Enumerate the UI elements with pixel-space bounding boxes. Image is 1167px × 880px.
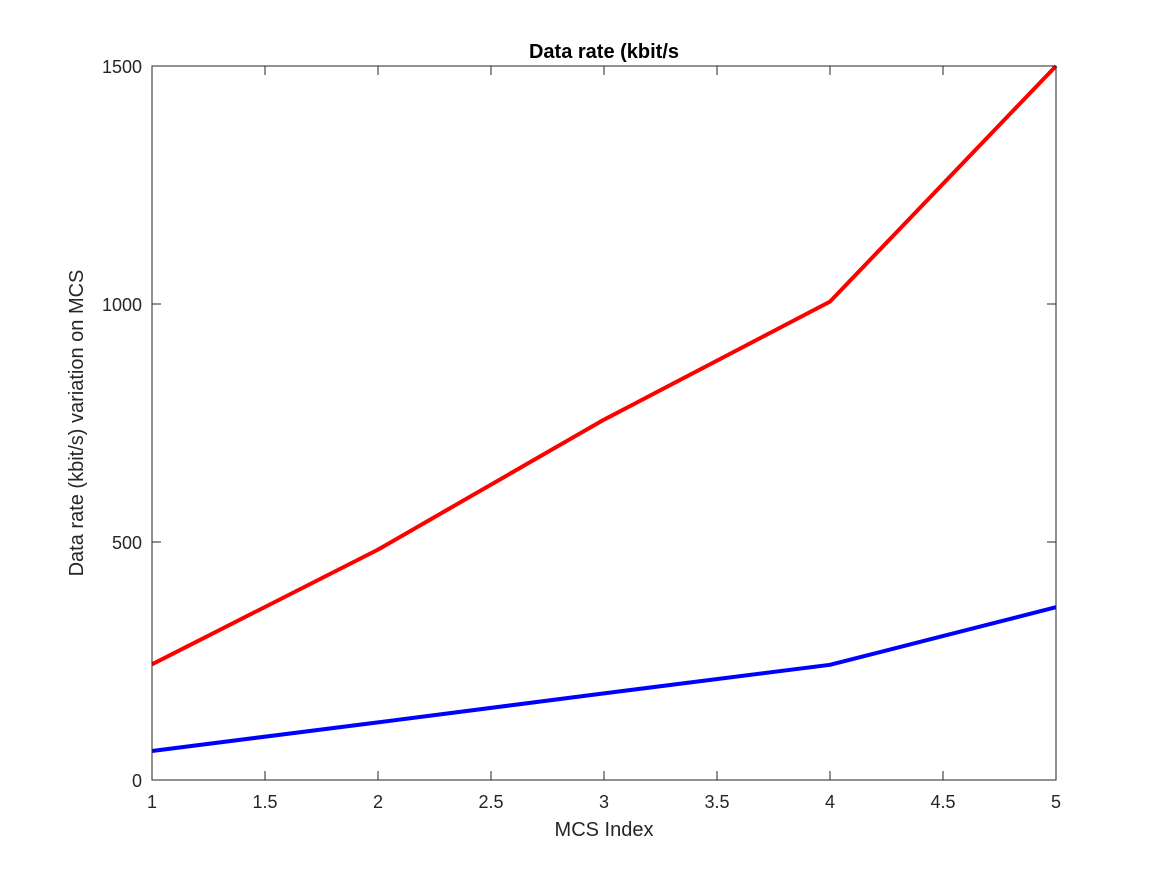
chart-title: Data rate (kbit/s bbox=[529, 41, 679, 63]
x-tick-label: 3 bbox=[599, 792, 609, 812]
series-line-2 bbox=[151, 605, 1057, 753]
y-tick-label: 1000 bbox=[102, 295, 142, 315]
plot-area bbox=[152, 66, 1056, 780]
x-tick-label: 2 bbox=[373, 792, 383, 812]
series-line-1 bbox=[151, 64, 1058, 667]
x-tick-label: 3.5 bbox=[704, 792, 729, 812]
y-tick-label: 1500 bbox=[102, 57, 142, 77]
x-tick-label: 1.5 bbox=[252, 792, 277, 812]
y-tick-label: 500 bbox=[112, 533, 142, 553]
y-axis-label: Data rate (kbit/s) variation on MCS bbox=[66, 270, 88, 577]
y-tick-label: 0 bbox=[132, 771, 142, 791]
x-tick-label: 5 bbox=[1051, 792, 1061, 812]
x-tick-label: 1 bbox=[147, 792, 157, 812]
tick-layer: 1 1.5 2 2.5 3 3.5 4 4.5 5 0 500 1000 1500 bbox=[102, 57, 1061, 812]
x-tick-label: 2.5 bbox=[478, 792, 503, 812]
series-layer bbox=[151, 64, 1058, 753]
x-axis-label: MCS Index bbox=[555, 819, 654, 841]
x-tick-label: 4 bbox=[825, 792, 835, 812]
x-tick-label: 4.5 bbox=[930, 792, 955, 812]
